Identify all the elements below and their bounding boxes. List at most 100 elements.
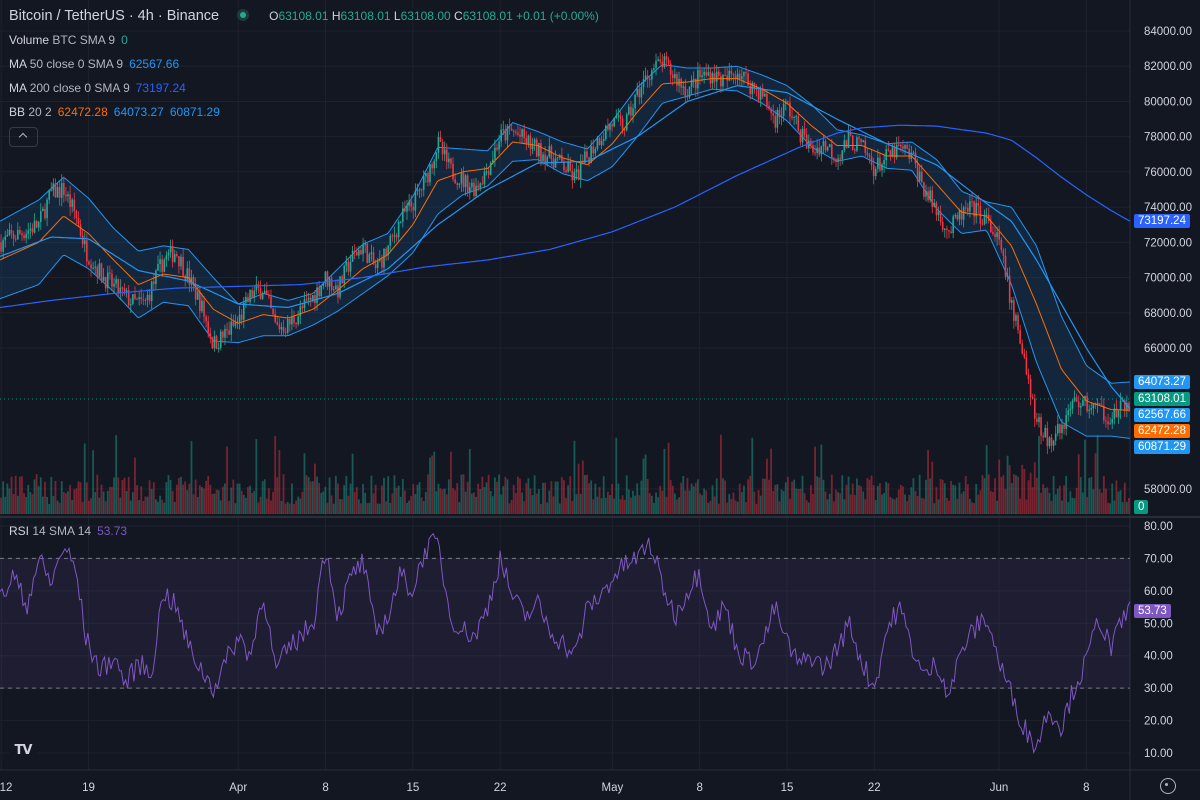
- candle-body: [92, 267, 94, 269]
- volume-bar: [387, 476, 390, 514]
- volume-bar: [194, 479, 197, 514]
- candle-body: [391, 235, 394, 237]
- candle-body: [67, 194, 69, 197]
- candle-body: [473, 182, 475, 197]
- volume-bar: [805, 500, 808, 514]
- volume-bar: [316, 476, 318, 514]
- gear-icon[interactable]: [1160, 778, 1176, 794]
- bb-legend-upper: 64073.27: [113, 105, 164, 119]
- candle-body: [1080, 405, 1082, 408]
- volume-bar: [950, 480, 952, 514]
- legend-ma200[interactable]: MA 200 close 0 SMA 9 73197.24: [9, 81, 186, 95]
- candle-body: [224, 329, 226, 338]
- candle-body: [238, 314, 241, 323]
- volume-bar: [332, 503, 335, 514]
- volume-bar: [669, 480, 672, 514]
- volume-bar: [1008, 465, 1011, 514]
- change-value: +0.01 (+0.00%): [516, 9, 599, 23]
- candle-body: [1073, 397, 1076, 401]
- candle-body: [163, 259, 166, 272]
- candle-body: [1013, 300, 1015, 321]
- volume-bar: [88, 500, 90, 514]
- volume-bar: [293, 503, 295, 514]
- candle-body: [841, 150, 844, 160]
- candle-body: [1042, 435, 1044, 438]
- candle-body: [594, 148, 597, 154]
- volume-bar: [1042, 484, 1045, 514]
- volume-bar: [931, 461, 934, 514]
- volume-bar: [600, 498, 603, 514]
- price-tag: 60871.29: [1134, 439, 1190, 454]
- volume-bar: [357, 499, 360, 514]
- volume-bar: [1065, 475, 1068, 514]
- symbol-title[interactable]: Bitcoin / TetherUS · 4h · Binance: [9, 8, 220, 24]
- candle-body: [527, 135, 530, 144]
- candle-body: [538, 143, 540, 157]
- candle-body: [651, 70, 653, 80]
- legend-bb[interactable]: BB 20 2 62472.28 64073.27 60871.29: [9, 105, 220, 119]
- volume-bar: [255, 439, 258, 514]
- legend-ma50[interactable]: MA 50 close 0 SMA 9 62567.66: [9, 57, 179, 71]
- volume-bar: [1113, 500, 1116, 514]
- candle-body: [902, 146, 904, 149]
- candle-body: [730, 70, 733, 74]
- candle-body: [686, 96, 689, 98]
- candle-body: [523, 129, 525, 139]
- volume-bar: [25, 497, 28, 514]
- volume-bar: [648, 493, 651, 514]
- candle-body: [376, 260, 379, 268]
- volume-bar: [1012, 474, 1015, 514]
- candle-body: [521, 129, 523, 137]
- candle-body: [16, 230, 19, 240]
- volume-bar: [54, 480, 57, 514]
- volume-bar: [180, 476, 182, 514]
- volume-bar: [56, 500, 59, 514]
- volume-bar: [236, 483, 239, 514]
- volume-bar: [782, 491, 785, 514]
- volume-bar: [125, 490, 128, 514]
- candle-body: [203, 300, 205, 317]
- candle-body: [877, 157, 879, 169]
- candle-body: [1048, 437, 1051, 447]
- candle-body: [776, 109, 779, 128]
- volume-bar: [843, 499, 846, 514]
- volume-bar: [807, 502, 810, 514]
- volume-bar: [609, 494, 611, 514]
- candle-body: [847, 132, 850, 148]
- candle-body: [646, 75, 649, 79]
- candle-body: [803, 128, 806, 135]
- candle-body: [544, 154, 546, 164]
- volume-bar: [500, 494, 503, 514]
- volume-bar: [743, 485, 745, 514]
- candle-body: [307, 297, 310, 300]
- volume-bar: [523, 501, 526, 514]
- volume-bar: [496, 481, 498, 514]
- volume-bar: [885, 481, 888, 514]
- legend-volume[interactable]: Volume BTC SMA 9 0: [9, 33, 128, 47]
- tradingview-logo-icon[interactable]: TV: [9, 737, 37, 765]
- candle-body: [328, 278, 331, 287]
- volume-bar: [891, 498, 894, 514]
- volume-bar: [466, 481, 469, 514]
- volume-bar: [460, 474, 463, 514]
- candle-body: [967, 207, 969, 212]
- price-tag: 64073.27: [1134, 374, 1190, 389]
- candle-body: [86, 240, 88, 262]
- volume-bar: [1006, 455, 1009, 514]
- volume-bar: [284, 503, 287, 514]
- volume-bar: [751, 437, 754, 514]
- candle-body: [113, 283, 115, 287]
- volume-bar: [1002, 475, 1005, 514]
- candle-body: [510, 128, 513, 131]
- legend-rsi[interactable]: RSI 14 SMA 14 53.73: [9, 524, 127, 538]
- volume-bar: [242, 494, 245, 514]
- volume-bar: [1069, 491, 1072, 514]
- candle-body: [768, 105, 770, 110]
- candle-body: [448, 158, 450, 163]
- collapse-legend-button[interactable]: [9, 127, 38, 147]
- volume-bar: [508, 503, 511, 514]
- candle-body: [247, 296, 249, 302]
- volume-bar: [395, 487, 398, 514]
- candle-body: [770, 109, 772, 114]
